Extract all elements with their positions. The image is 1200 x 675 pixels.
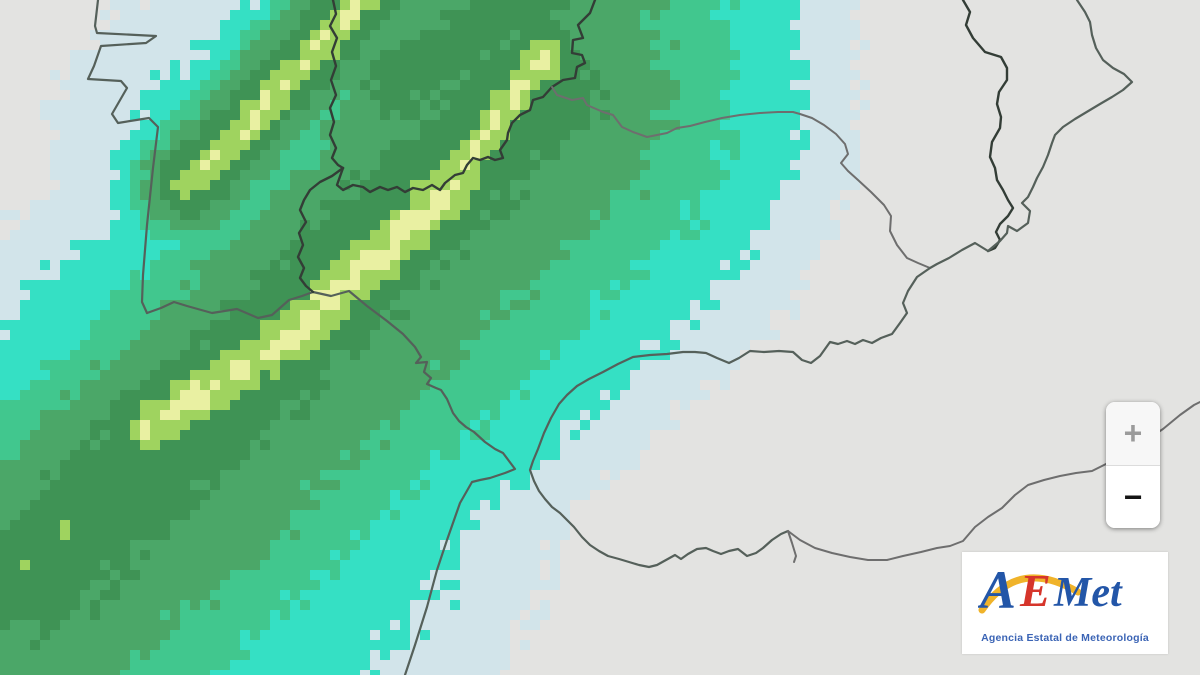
border-spain-portugal-guadiana	[296, 166, 345, 294]
aemet-logo-met: Met	[1053, 570, 1123, 616]
aemet-logo-letter-a: A	[978, 560, 1016, 620]
coastline-junction-stub	[787, 530, 797, 563]
border-castilla-andalusia-east	[551, 86, 931, 269]
aemet-logo-swoosh	[978, 574, 1082, 614]
coastline-mediterranean	[528, 0, 1134, 569]
coastline-algarve	[145, 290, 315, 320]
border-extremadura-castilla	[550, 0, 597, 89]
zoom-control-divider	[1106, 464, 1160, 466]
border-murcia-albacete	[961, 0, 1015, 253]
border-spain-portugal-north	[328, 0, 345, 170]
aemet-logo-letter-e: E	[1019, 565, 1051, 616]
zoom-out-button[interactable]: −	[1106, 465, 1160, 528]
coastline-gulf-of-cadiz	[311, 289, 517, 675]
aemet-logo-subtitle: Agencia Estatal de Meteorología	[981, 632, 1149, 644]
aemet-logo-graphic: A E Met	[978, 560, 1123, 620]
border-andalusia-north	[335, 85, 554, 194]
zoom-in-button[interactable]: +	[1106, 402, 1160, 465]
aemet-attribution-logo[interactable]: A E Met Agencia Estatal de Meteorología	[962, 552, 1168, 654]
zoom-control: + −	[1106, 402, 1160, 528]
coastline-portugal-west	[86, 0, 160, 315]
